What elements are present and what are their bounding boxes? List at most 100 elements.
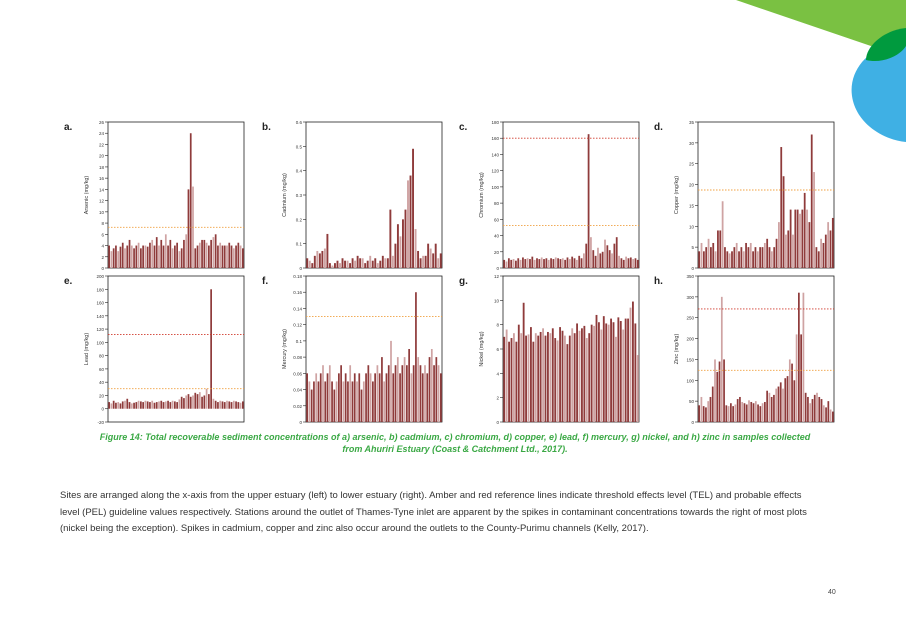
- bar: [160, 239, 163, 268]
- y-tick-label: 0.08: [293, 355, 302, 360]
- bar: [757, 404, 759, 422]
- bar: [115, 245, 117, 268]
- bar: [310, 389, 313, 422]
- bar: [121, 401, 124, 409]
- bar: [219, 242, 222, 268]
- bar: [599, 253, 602, 268]
- bar: [724, 247, 726, 268]
- bar: [735, 242, 738, 268]
- bar: [786, 376, 789, 422]
- bar: [777, 386, 780, 422]
- bar: [822, 242, 825, 268]
- y-tick-label: 0.12: [293, 323, 302, 328]
- bar: [203, 239, 206, 268]
- bar: [426, 373, 429, 422]
- bar: [554, 257, 557, 268]
- y-tick-label: 10: [689, 224, 695, 229]
- bar: [608, 250, 611, 268]
- y-tick-label: 25: [689, 162, 695, 167]
- bar: [515, 260, 517, 268]
- panel-letter: e.: [64, 276, 73, 287]
- bar: [707, 238, 710, 268]
- bar: [829, 230, 832, 268]
- bar: [408, 349, 410, 422]
- bar: [146, 401, 149, 409]
- nickel-chart: 0 2 4 6 8 10 12 Nickel (mg/kg): [479, 274, 640, 425]
- bar: [581, 328, 583, 422]
- y-tick-label: 16: [99, 176, 105, 181]
- bar: [792, 234, 794, 268]
- bar: [802, 292, 805, 422]
- bar: [617, 317, 620, 422]
- bar: [381, 255, 384, 268]
- bar: [717, 230, 719, 268]
- bar: [155, 402, 158, 409]
- bar: [542, 328, 544, 422]
- y-axis-label: Mercury (mg/kg): [282, 329, 288, 369]
- y-tick-label: 0.02: [293, 404, 302, 409]
- bar: [768, 247, 771, 268]
- y-tick-label: 0: [496, 420, 499, 425]
- bar: [627, 318, 629, 422]
- bar: [601, 251, 604, 268]
- bar: [194, 392, 197, 409]
- bar: [505, 329, 508, 422]
- bar: [158, 401, 160, 409]
- bar: [108, 245, 110, 268]
- bar: [384, 258, 387, 268]
- bar: [756, 251, 759, 268]
- y-tick-label: 6: [496, 347, 499, 352]
- y-tick-label: 0.6: [296, 120, 303, 125]
- bar: [306, 373, 308, 422]
- y-axis-label: Arsenic (mg/kg): [84, 176, 90, 215]
- y-tick-label: 0.06: [293, 371, 302, 376]
- bar: [532, 341, 535, 422]
- bar: [796, 209, 799, 268]
- bar: [394, 365, 397, 422]
- bar: [194, 248, 197, 268]
- bar: [768, 392, 771, 422]
- bar: [585, 338, 588, 422]
- y-tick-label: 4: [101, 244, 104, 249]
- bar: [308, 381, 311, 422]
- bar: [162, 245, 165, 268]
- bar: [730, 403, 732, 422]
- bar: [718, 361, 721, 422]
- bar: [791, 363, 793, 422]
- bar: [613, 243, 616, 268]
- bar: [709, 396, 712, 422]
- y-tick-label: 35: [689, 120, 695, 125]
- bar: [422, 255, 425, 268]
- bar: [230, 402, 233, 409]
- bar: [773, 247, 776, 268]
- chart-panel-nickel: g. 0 2 4 6 8 10 12 Nickel (mg/kg): [455, 272, 645, 426]
- y-axis-label: Chromium (mg/kg): [479, 172, 485, 218]
- y-tick-label: 0.3: [296, 193, 303, 198]
- bar: [144, 400, 147, 409]
- bar: [349, 365, 352, 422]
- bar: [383, 381, 386, 422]
- bar: [752, 251, 754, 268]
- bar: [813, 394, 816, 422]
- bar: [153, 402, 156, 409]
- bar: [354, 260, 357, 268]
- bar: [749, 242, 752, 268]
- bar: [437, 258, 440, 268]
- bar: [782, 176, 785, 268]
- bar: [592, 250, 595, 268]
- y-tick-label: 0: [299, 420, 302, 425]
- bar: [517, 324, 520, 422]
- bar: [811, 399, 814, 422]
- bar: [510, 259, 513, 268]
- bar: [119, 246, 122, 268]
- bar: [779, 382, 782, 422]
- bar: [387, 365, 390, 422]
- bar: [544, 335, 547, 422]
- bar: [784, 378, 787, 422]
- bar: [322, 365, 324, 422]
- y-tick-label: 0.18: [293, 274, 302, 279]
- bar: [340, 365, 342, 422]
- bar: [566, 257, 569, 268]
- bar: [140, 401, 142, 409]
- bar: [174, 245, 176, 268]
